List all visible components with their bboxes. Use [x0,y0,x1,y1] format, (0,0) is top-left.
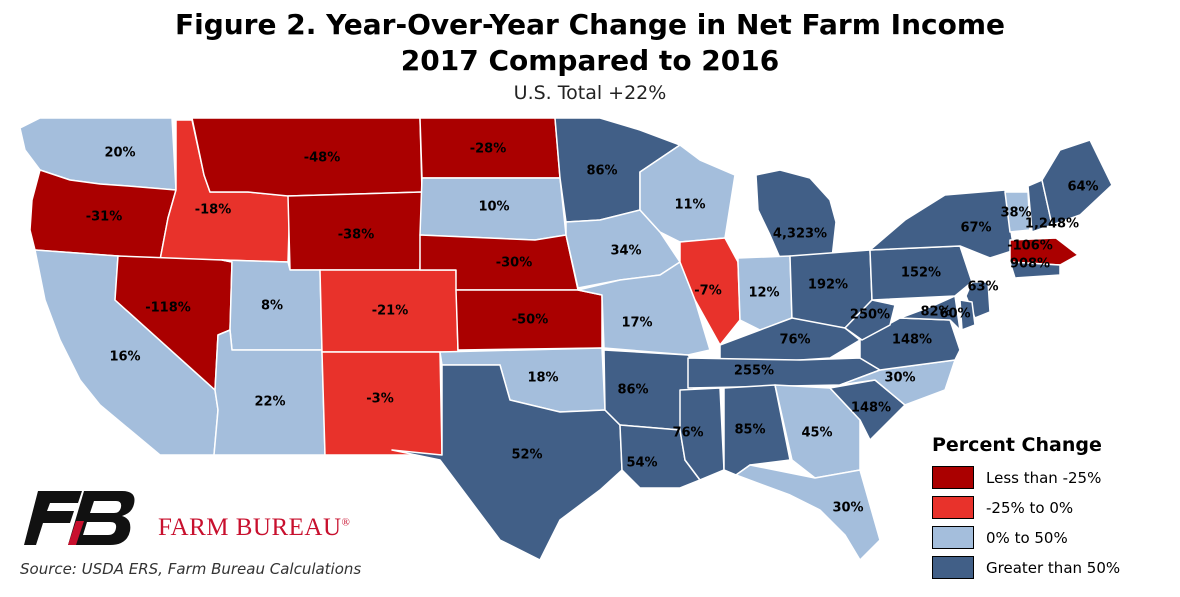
state-label-ct: 908% [1010,257,1050,272]
state-label-wy: -38% [338,228,375,243]
state-label-nj: 63% [967,280,998,295]
state-label-ut: 8% [261,299,283,314]
state-label-mn: 86% [586,164,617,179]
state-label-ne: -30% [496,256,533,271]
state-label-mt: -48% [304,151,341,166]
legend-label: Less than -25% [986,468,1102,487]
state-label-ok: 18% [527,371,558,386]
legend-swatch [932,466,974,489]
state-label-id: -18% [195,203,232,218]
legend-label: 0% to 50% [986,528,1068,547]
state-mi [755,169,837,259]
state-label-nv: -118% [145,301,191,316]
state-label-ks: -50% [512,313,549,328]
legend-item: -25% to 0% [932,496,1120,519]
state-label-az: 22% [254,395,285,410]
state-fl [735,464,881,561]
farm-bureau-logo [24,491,135,545]
state-label-la: 54% [626,456,657,471]
state-label-in: 12% [748,286,779,301]
state-label-wv: 250% [850,308,890,323]
state-label-ma: -106% [1007,239,1053,254]
state-label-nc: 30% [884,371,915,386]
chart-title: Figure 2. Year-Over-Year Change in Net F… [174,8,1006,41]
state-label-tn: 255% [734,364,774,379]
legend-swatch [932,496,974,519]
state-wv [844,299,896,341]
legend-label: Greater than 50% [986,558,1121,577]
state-label-tx: 52% [511,448,542,463]
state-label-me: 64% [1067,180,1098,195]
chart-title-line2: 2017 Compared to 2016 [400,44,780,77]
source-note: Source: USDA ERS, Farm Bureau Calculatio… [20,560,362,578]
state-label-mo: 17% [621,316,652,331]
state-label-ar: 86% [617,383,648,398]
state-label-oh: 192% [808,278,848,293]
chart-subtitle: U.S. Total +22% [513,82,667,104]
state-label-nm: -3% [366,392,393,407]
state-label-co: -21% [372,304,409,319]
state-label-ms: 76% [672,426,703,441]
state-label-al: 85% [734,423,765,438]
state-label-or: -31% [86,210,123,225]
state-il [679,237,741,346]
state-label-fl: 30% [832,501,863,516]
legend-title: Percent Change [932,434,1102,456]
state-label-ia: 34% [610,244,641,259]
legend-item: Greater than 50% [932,556,1120,579]
state-label-de: 60% [939,307,970,322]
state-vt [1004,191,1031,233]
state-label-ca: 16% [109,350,140,365]
legend-swatch [932,526,974,549]
state-ms [679,387,725,481]
state-label-sd: 10% [478,200,509,215]
state-me [1041,139,1113,226]
legend-swatch [932,556,974,579]
state-label-md: 82% [920,305,951,320]
state-label-il: -7% [694,284,721,299]
legend-item: Less than -25% [932,466,1120,489]
state-label-wa: 20% [104,146,135,161]
brand-name: FARM BUREAU® [158,514,351,541]
state-label-ny: 67% [960,221,991,236]
state-label-nh: 1,248% [1025,217,1079,232]
state-label-ga: 45% [801,426,832,441]
state-label-sc: 148% [851,401,891,416]
state-ma [1009,237,1079,266]
state-ct [1009,261,1061,279]
state-label-wi: 11% [674,198,705,213]
state-mo [577,261,711,356]
state-label-mi: 4,323% [773,227,827,242]
legend: Percent Change Less than -25% -25% to 0%… [932,434,1120,586]
legend-label: -25% to 0% [986,498,1074,517]
state-label-ky: 76% [779,333,810,348]
legend-item: 0% to 50% [932,526,1120,549]
state-label-vt: 38% [1000,206,1031,221]
state-ks [455,289,603,351]
state-md [899,295,961,331]
state-tx [391,364,623,561]
state-de [959,299,976,331]
state-label-va: 148% [892,333,932,348]
state-label-nd: -28% [470,142,507,157]
state-label-pa: 152% [901,266,941,281]
